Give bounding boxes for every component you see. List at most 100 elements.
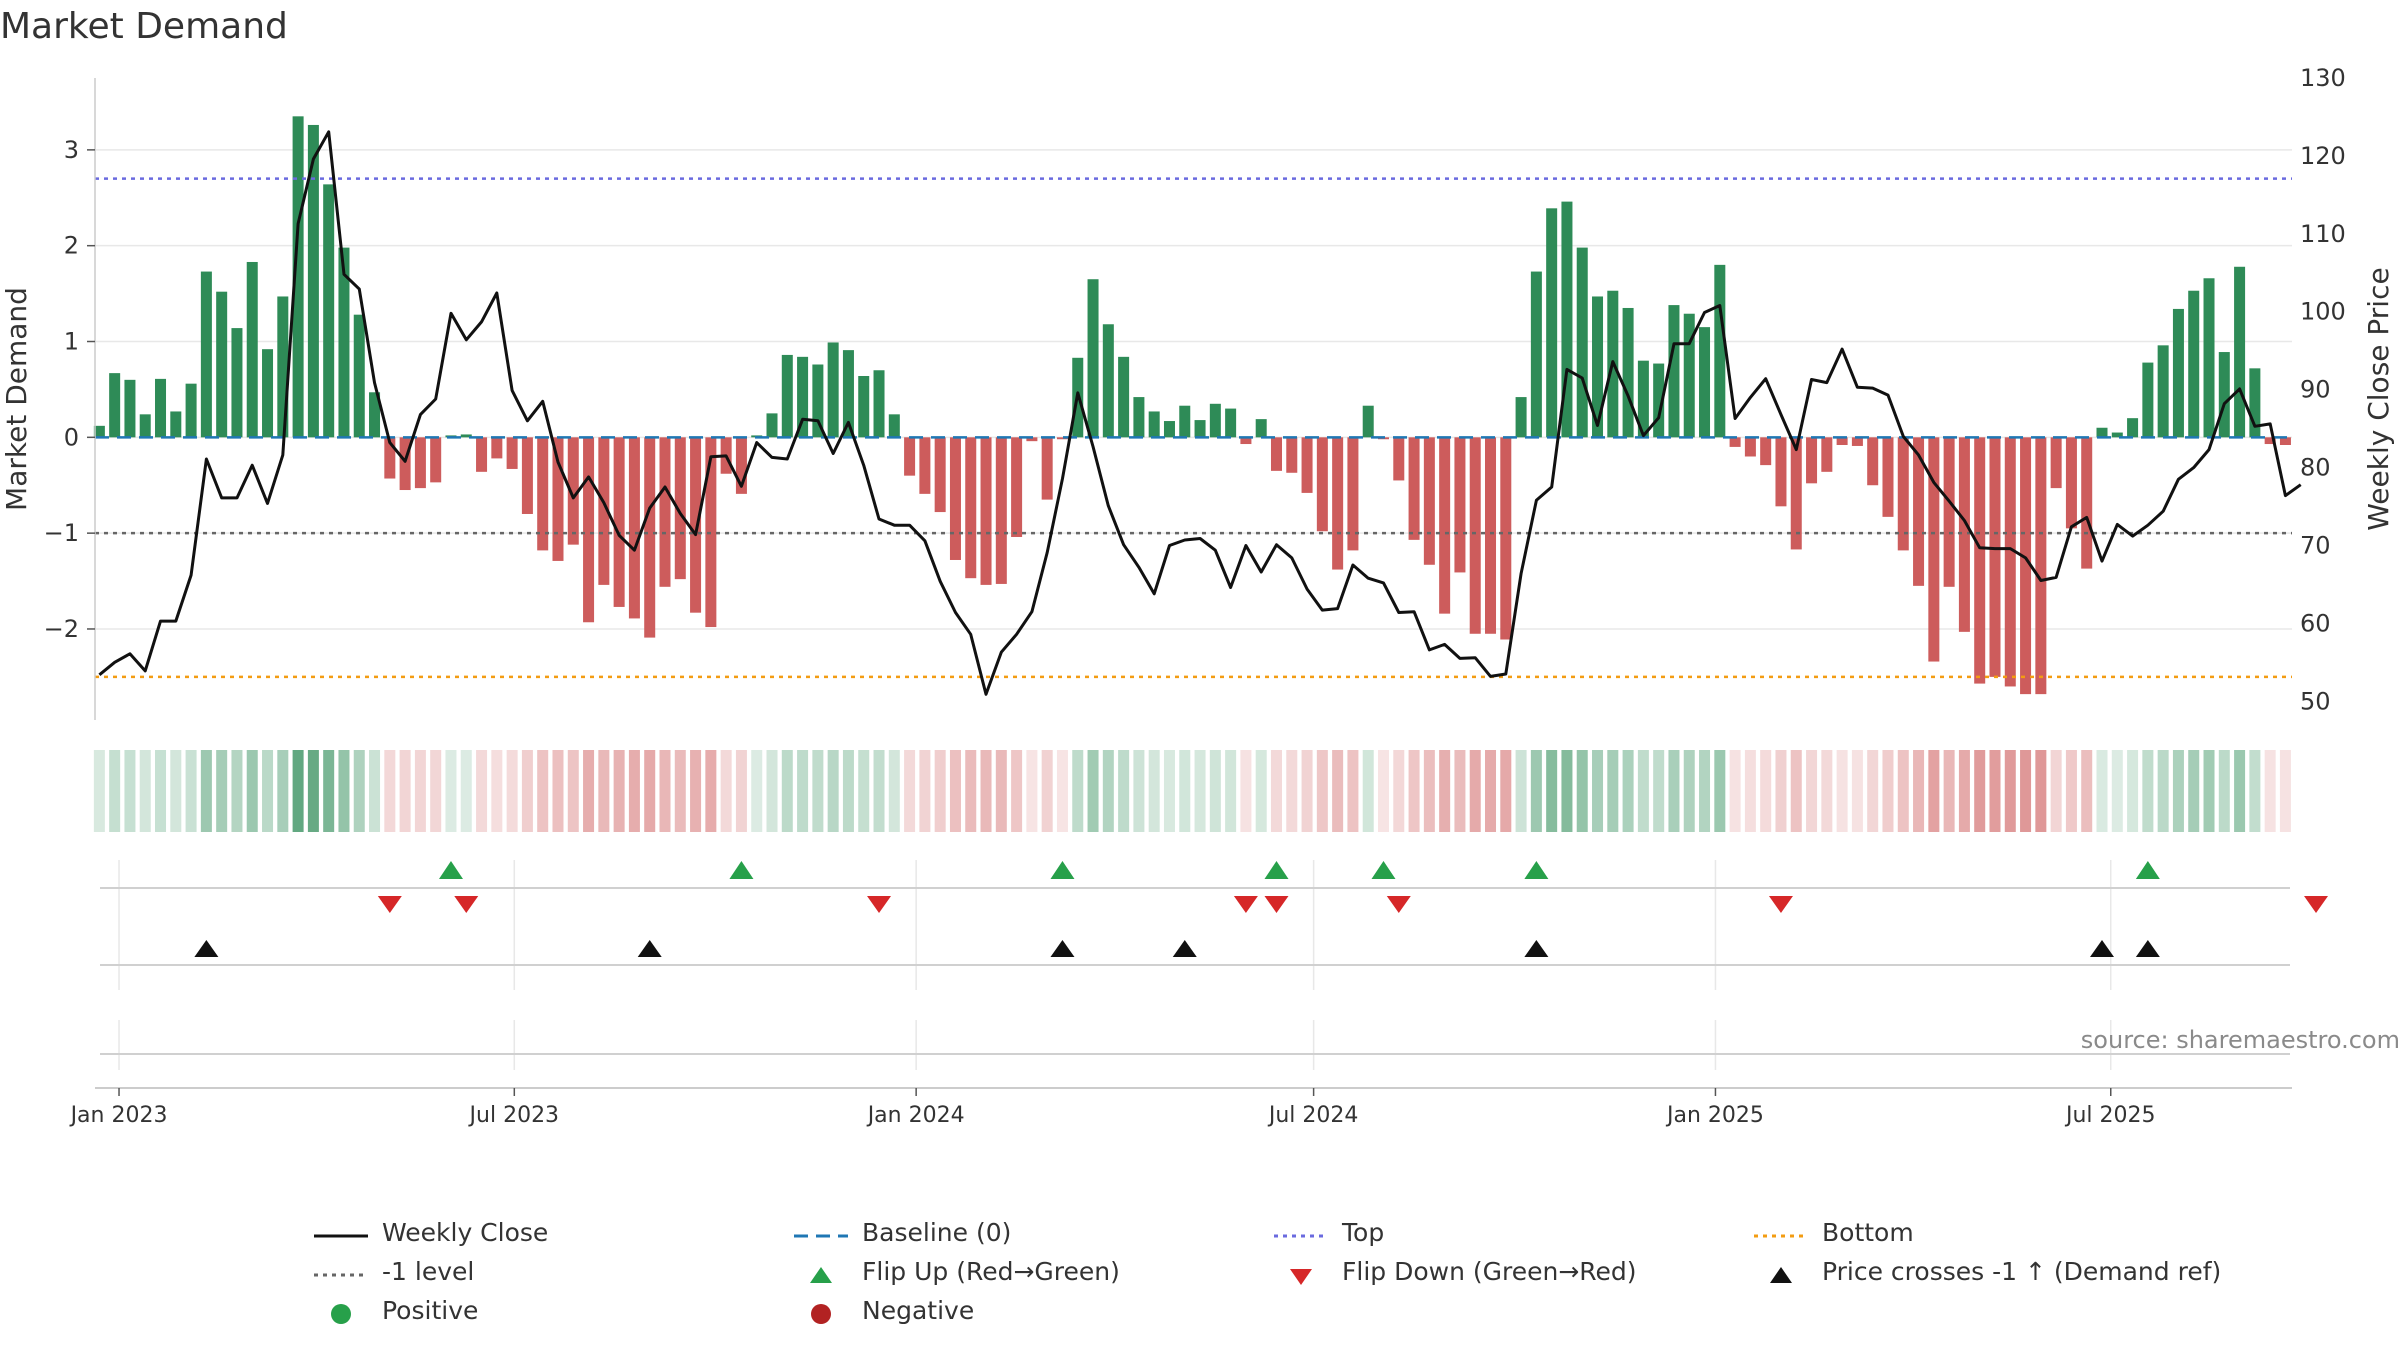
demand-bar	[613, 437, 625, 607]
demand-bar	[812, 364, 824, 438]
demand-bar	[2264, 437, 2276, 445]
heat-tile	[292, 750, 304, 832]
heat-tile	[2157, 750, 2169, 832]
flip-down-marker	[1386, 896, 1411, 913]
heat-tile	[170, 750, 182, 832]
heat-tile	[781, 750, 793, 832]
y2-tick-label: 90	[2300, 376, 2331, 404]
price-cross-marker	[1050, 940, 1075, 957]
demand-bar	[1240, 437, 1252, 445]
heat-tile	[858, 750, 870, 832]
heat-tile	[1362, 750, 1374, 832]
heat-tile	[1744, 750, 1756, 832]
heat-tile	[1637, 750, 1649, 832]
heat-tile	[1958, 750, 1970, 832]
heat-tile	[1423, 750, 1435, 832]
reference-lines	[95, 177, 2292, 679]
demand-bar	[980, 437, 992, 585]
demand-bar	[1958, 437, 1970, 632]
heat-tile	[1530, 750, 1542, 832]
heat-tile	[2127, 750, 2139, 832]
demand-bar	[216, 291, 228, 438]
demand-bar	[1179, 405, 1191, 438]
heat-tile	[307, 750, 319, 832]
flip-up-marker	[438, 861, 463, 879]
x-tick-label: Jul 2023	[468, 1103, 560, 1128]
flip-up-marker	[1371, 861, 1396, 879]
demand-bar	[1301, 437, 1313, 493]
demand-bar	[644, 437, 656, 638]
demand-bar	[2111, 432, 2123, 438]
y2-tick-label: 110	[2300, 220, 2346, 248]
heat-tile	[353, 750, 365, 832]
heat-tile	[124, 750, 136, 832]
demand-bar	[2279, 437, 2291, 445]
heat-tile	[216, 750, 228, 832]
demand-bar	[552, 437, 564, 561]
y2-tick-label: 120	[2300, 142, 2346, 170]
demand-bar	[1500, 437, 1512, 640]
heat-tile	[1240, 750, 1252, 832]
heat-tile	[1255, 750, 1267, 832]
heat-tile	[1622, 750, 1634, 832]
demand-bar	[2096, 427, 2108, 438]
price-cross-marker	[637, 940, 662, 957]
demand-bar	[2172, 308, 2184, 438]
price-cross-marker	[1524, 940, 1549, 957]
demand-bar	[384, 437, 396, 479]
demand-bar	[1133, 397, 1145, 438]
heat-tile	[583, 750, 595, 832]
heat-tile	[1301, 750, 1313, 832]
heat-tile	[873, 750, 885, 832]
demand-bar	[1928, 437, 1940, 662]
heat-tile	[1897, 750, 1909, 832]
demand-bar	[537, 437, 549, 551]
y-tick-label: 0	[64, 423, 79, 451]
cross-markers	[100, 940, 2290, 1055]
demand-bar	[1056, 437, 1068, 440]
heat-tile	[1393, 750, 1405, 832]
price-cross-marker	[2135, 940, 2160, 957]
demand-bar	[735, 437, 747, 494]
demand-bar	[185, 383, 197, 438]
heat-tile	[949, 750, 961, 832]
y-tick-label: 1	[64, 328, 79, 356]
demand-bar	[1943, 437, 1955, 587]
flip-up-marker	[1050, 861, 1075, 879]
heat-tile	[965, 750, 977, 832]
x-tick-label: Jul 2025	[2064, 1103, 2156, 1128]
heat-tile	[705, 750, 717, 832]
heat-tile	[1270, 750, 1282, 832]
demand-bar	[2004, 437, 2016, 687]
demand-bar	[1836, 437, 1848, 445]
heat-tile	[934, 750, 946, 832]
flip-down-marker	[377, 896, 402, 913]
demand-bar	[277, 296, 289, 438]
flip-down-marker	[1264, 896, 1289, 913]
heat-tile	[1163, 750, 1175, 832]
heat-tile	[1607, 750, 1619, 832]
demand-bar	[1087, 279, 1099, 438]
y2-tick-label: 80	[2300, 454, 2331, 482]
heat-tile	[1714, 750, 1726, 832]
heat-tile	[735, 750, 747, 832]
demand-bar	[1806, 437, 1818, 484]
y2-tick-label: 130	[2300, 64, 2346, 92]
flip-down-marker	[867, 896, 892, 913]
heat-tile	[277, 750, 289, 832]
demand-bar	[1118, 356, 1130, 438]
heat-tile	[1056, 750, 1068, 832]
demand-bar	[1332, 437, 1344, 570]
demand-bar	[1102, 324, 1114, 438]
demand-bar	[414, 437, 426, 489]
demand-bar	[2234, 266, 2246, 438]
heat-tile	[827, 750, 839, 832]
heat-tile	[1515, 750, 1527, 832]
heat-tile	[1377, 750, 1390, 832]
demand-bar	[430, 437, 442, 483]
heat-tile	[1913, 750, 1925, 832]
heat-tile	[445, 750, 457, 832]
heat-tile	[2035, 750, 2047, 832]
heat-tile	[185, 750, 197, 832]
heat-tile	[1148, 750, 1160, 832]
